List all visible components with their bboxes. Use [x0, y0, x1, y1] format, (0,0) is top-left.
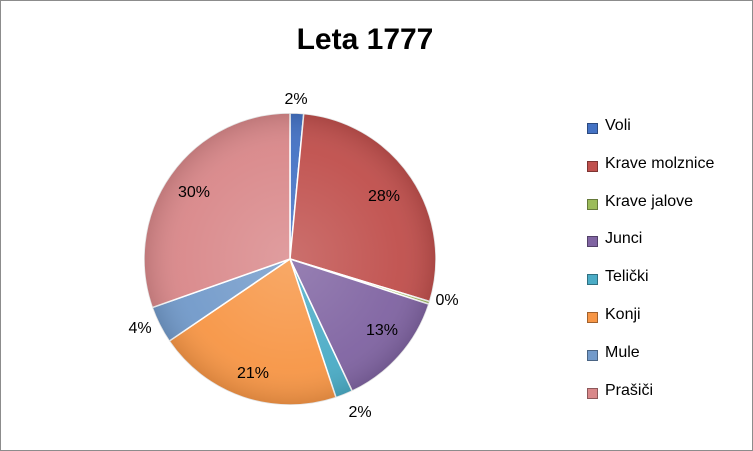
- legend-item: Voli: [587, 117, 747, 155]
- legend-swatch: [587, 274, 598, 286]
- slice-label: 2%: [348, 404, 371, 421]
- legend-swatch: [587, 160, 598, 172]
- legend-item: Junci: [587, 230, 747, 268]
- legend-swatch: [587, 236, 598, 248]
- legend-swatch: [587, 349, 598, 361]
- legend: Voli Krave molznice Krave jalove Junci Telič…: [587, 117, 747, 419]
- legend-item: Prašiči: [587, 382, 747, 420]
- data-labels: 2% 28% 0% 13% 2% 21% 4% 30%: [128, 91, 458, 421]
- slice-label: 4%: [128, 320, 151, 337]
- legend-label: Krave jalove: [605, 192, 694, 210]
- legend-swatch: [587, 387, 598, 399]
- legend-label: Krave molznice: [605, 154, 715, 172]
- pie-slices: [143, 112, 437, 406]
- slice-label: 2%: [284, 91, 307, 108]
- legend-swatch: [587, 123, 598, 134]
- slice-label: 13%: [366, 322, 398, 339]
- legend-item: Krave jalove: [587, 193, 747, 231]
- legend-label: Mule: [605, 343, 640, 361]
- legend-item: Konji: [587, 306, 747, 344]
- legend-label: Prašiči: [605, 381, 654, 399]
- slice-label: 28%: [368, 188, 400, 205]
- legend-item: Telički: [587, 268, 747, 306]
- legend-label: Konji: [605, 305, 641, 323]
- legend-label: Telički: [605, 268, 649, 286]
- legend-label: Junci: [605, 230, 643, 248]
- slice-label: 21%: [237, 365, 269, 382]
- legend-swatch: [587, 311, 598, 323]
- legend-item: Krave molznice: [587, 155, 747, 193]
- slice-label: 0%: [435, 292, 458, 309]
- chart-title: Leta 1777: [296, 23, 434, 56]
- legend-label: Voli: [605, 117, 631, 134]
- legend-swatch: [587, 198, 598, 210]
- legend-item: Mule: [587, 344, 747, 382]
- slice-label: 30%: [178, 184, 210, 201]
